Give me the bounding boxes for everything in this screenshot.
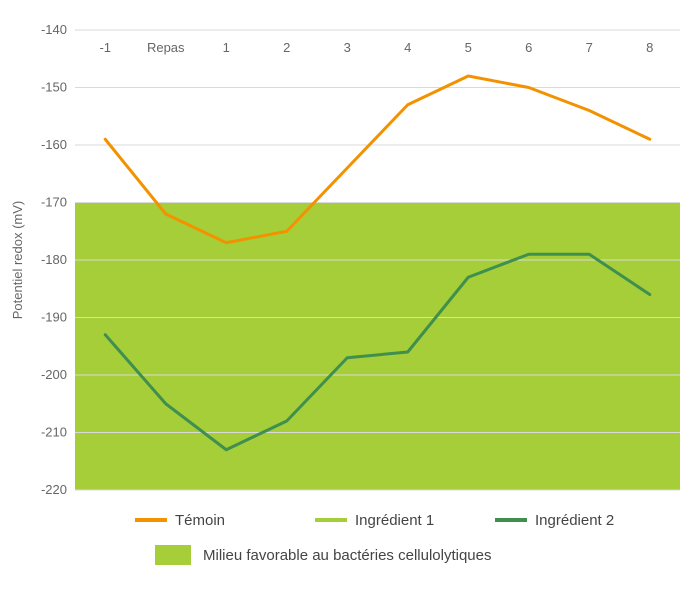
y-tick-label: -190 (41, 310, 67, 325)
x-tick-label: 1 (223, 40, 230, 55)
x-tick-label: 2 (283, 40, 290, 55)
x-tick-label: 6 (525, 40, 532, 55)
y-tick-label: -210 (41, 425, 67, 440)
x-tick-label: -1 (99, 40, 111, 55)
legend-label: Ingrédient 2 (535, 512, 614, 529)
y-tick-label: -160 (41, 137, 67, 152)
y-tick-label: -180 (41, 252, 67, 267)
favorable-zone (75, 203, 680, 491)
x-tick-label: 8 (646, 40, 653, 55)
legend-zone-swatch (155, 545, 191, 565)
y-tick-label: -170 (41, 195, 67, 210)
chart-svg: -140 -150 -160 -170 -180 -190 -200 -210 -220 -1 Re… (0, 0, 700, 590)
legend-label: Ingrédient 1 (355, 512, 434, 529)
redox-chart: -140 -150 -160 -170 -180 -190 -200 -210 -220 -1 Re… (0, 0, 700, 590)
y-tick-label: -220 (41, 482, 67, 497)
legend-zone-label: Milieu favorable au bactéries cellulolyt… (203, 547, 492, 564)
x-tick-label: 4 (404, 40, 411, 55)
legend-label: Témoin (175, 512, 225, 529)
x-tick-label: 5 (465, 40, 472, 55)
y-tick-label: -200 (41, 367, 67, 382)
x-tick-label: 3 (344, 40, 351, 55)
x-tick-label: 7 (586, 40, 593, 55)
y-tick-label: -150 (41, 80, 67, 95)
y-tick-label: -140 (41, 22, 67, 37)
y-axis-title: Potentiel redox (mV) (10, 201, 25, 320)
x-tick-label: Repas (147, 40, 185, 55)
